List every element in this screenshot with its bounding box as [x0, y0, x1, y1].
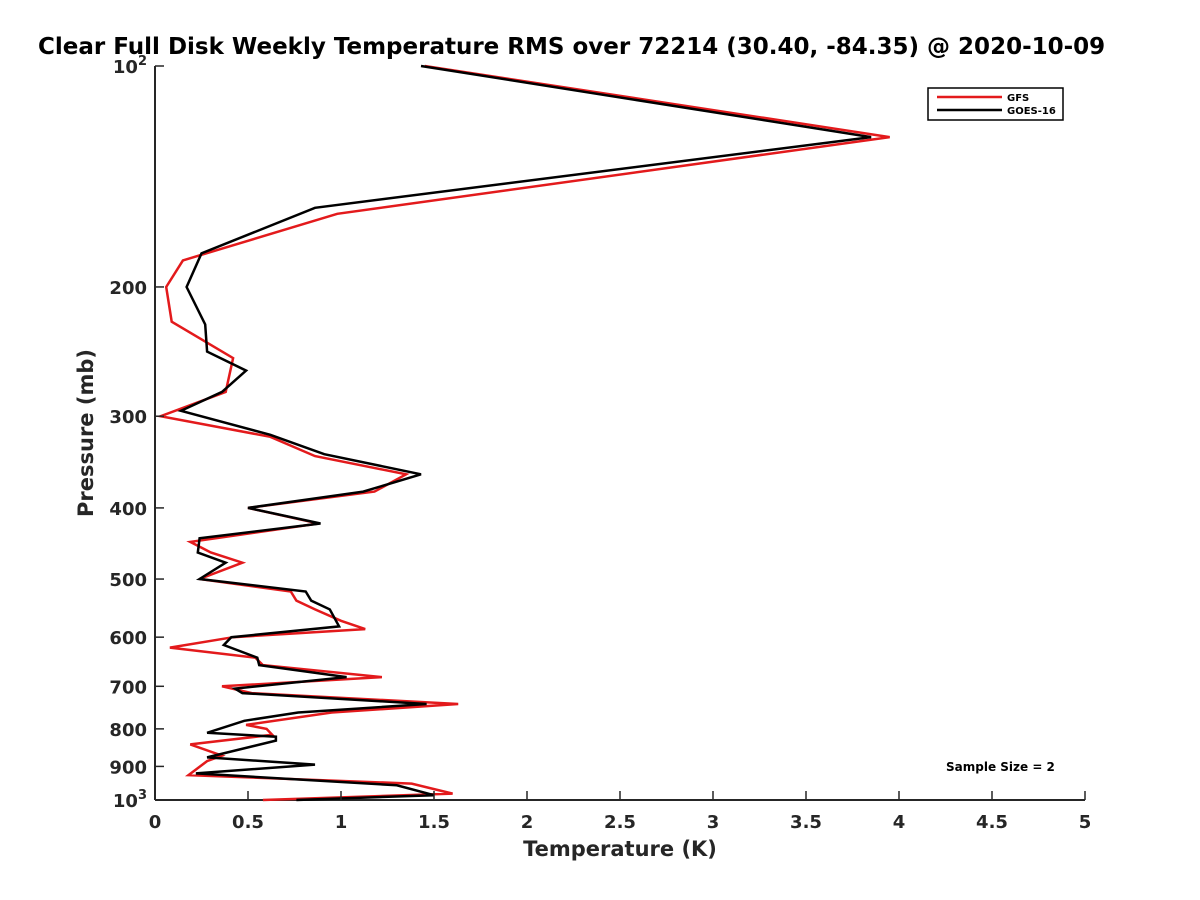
legend-label-gfs: GFS — [1007, 93, 1029, 104]
y-tick-label: 102 — [113, 54, 147, 78]
y-tick-exponent: 2 — [138, 54, 147, 69]
legend-label-goes16: GOES-16 — [1007, 106, 1056, 117]
legend: GFS GOES-16 — [927, 87, 1064, 121]
series-line-goes16 — [177, 64, 872, 802]
plot-area — [154, 64, 1085, 802]
legend-box — [927, 87, 1064, 121]
y-tick-base: 10 — [113, 57, 138, 78]
x-axis-ticks: 0 0.5 1 1.5 2 2.5 3 3.5 4 4.5 5 — [149, 791, 1092, 833]
y-tick-label: 700 — [109, 677, 147, 698]
y-tick-label: 400 — [109, 499, 147, 520]
y-tick-label: 200 — [109, 278, 147, 299]
y-tick-label: 800 — [109, 720, 147, 741]
x-tick-label: 4 — [893, 812, 906, 833]
sample-size-annotation: Sample Size = 2 — [946, 760, 1055, 774]
series-line-gfs — [155, 64, 890, 802]
x-axis-label: Temperature (K) — [523, 837, 717, 861]
y-tick-label: 900 — [109, 757, 147, 778]
y-tick-label: 500 — [109, 570, 147, 591]
y-tick-exponent: 3 — [138, 788, 147, 803]
x-tick-label: 3.5 — [790, 812, 822, 833]
x-tick-label: 0.5 — [232, 812, 264, 833]
y-axis-label: Pressure (mb) — [74, 349, 98, 517]
x-tick-label: 4.5 — [976, 812, 1008, 833]
y-tick-label: 300 — [109, 407, 147, 428]
x-tick-label: 0 — [149, 812, 162, 833]
chart-title: Clear Full Disk Weekly Temperature RMS o… — [38, 34, 1105, 60]
series-group — [155, 64, 890, 802]
y-tick-base: 10 — [113, 791, 138, 812]
x-tick-label: 1 — [335, 812, 348, 833]
x-tick-label: 1.5 — [418, 812, 450, 833]
x-tick-label: 2 — [521, 812, 534, 833]
x-tick-label: 5 — [1079, 812, 1092, 833]
x-tick-label: 3 — [707, 812, 720, 833]
x-tick-label: 2.5 — [604, 812, 636, 833]
y-tick-label: 103 — [113, 788, 147, 812]
y-tick-label: 600 — [109, 628, 147, 649]
